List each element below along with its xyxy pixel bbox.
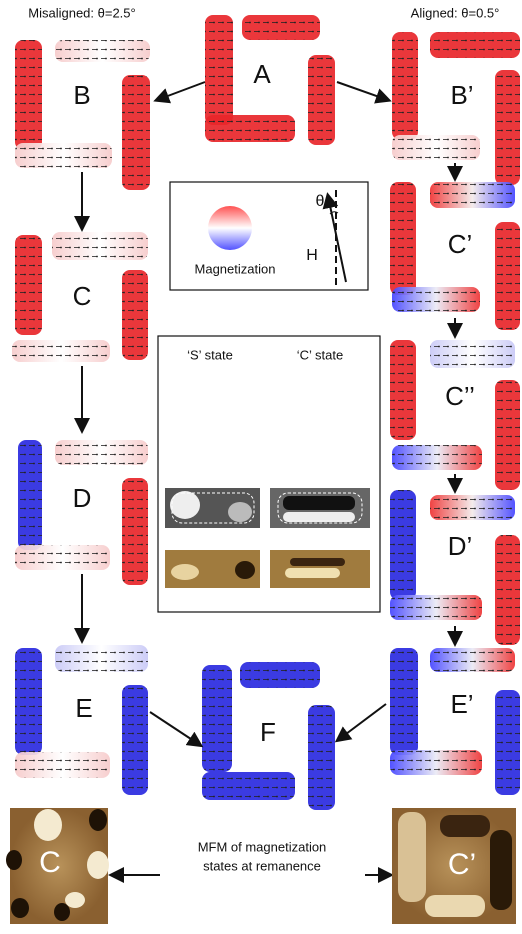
magnet-moments [392,287,480,312]
state-label: B [73,80,90,110]
inset-label: ‘C’ state [297,347,343,362]
mfm-spot [54,903,70,921]
mfm-spot [171,564,199,580]
magnet-moments [15,545,110,570]
magnet-moments [205,15,233,125]
magnet-moments [390,750,482,775]
magnet-moments [390,340,416,440]
magnet-moments [430,32,520,58]
state-label: D [73,483,92,513]
magnet-moments [15,235,42,335]
magnet-moments [308,705,335,810]
magnet-moments [205,115,295,142]
mfm-spot [11,898,29,918]
mfm-spot [235,561,255,579]
color-wheel [208,206,252,250]
mfm-panels: C C’ MFM of magnetization states at rema… [6,808,516,924]
arrow [150,712,200,745]
magnet-moments [15,648,42,755]
dark-band [283,496,355,510]
arrow [337,82,388,100]
mfm-label: C’ [448,848,476,881]
arrow [338,704,386,740]
state-label: C [73,281,92,311]
angle-label: θ [316,193,325,210]
magnet-moments [122,270,148,360]
magnet-moments [390,182,416,295]
inset-label: ‘S’ state [187,347,233,362]
magnet-moments [495,535,520,645]
magnet-moments [122,478,148,585]
figure: Misaligned: θ=2.5° Aligned: θ=0.5° A B B… [0,0,522,934]
header-left: Misaligned: θ=2.5° [28,5,135,20]
magnet-moments [495,222,520,330]
header-right: Aligned: θ=0.5° [411,5,500,20]
magnet-moments [202,772,295,800]
magnet-moments [122,75,150,190]
magnet-moments [52,232,148,260]
magnet-moments [430,340,515,368]
bright-band [283,512,355,522]
legend: Magnetization θ H [170,182,368,290]
magnet-moments [495,380,520,490]
mfm-label: C [39,846,61,879]
magnet-moments [430,182,515,208]
magnet-moments [55,645,148,672]
legend-label: Magnetization [195,261,276,276]
magnet-moments [392,32,418,140]
magnet-moments [55,440,148,465]
magnet-moments [430,495,515,520]
magnet-moments [390,595,482,620]
magnet-moments [430,648,515,672]
magnet-moments [122,685,148,795]
magnet-moments [390,648,418,755]
inset: ‘S’ state ‘C’ state [158,336,380,612]
magnet-moments [15,40,42,150]
magnet-moments [495,70,520,185]
magnet-moments [12,340,110,362]
magnet-moments [390,490,416,600]
magnet-moments [392,445,482,470]
state-label: A [253,59,271,89]
mfm-caption: MFM of magnetization [198,839,327,854]
magnet-moments [242,15,320,40]
mfm-spot [87,851,109,879]
mfm-spot [6,850,22,870]
magnet-moments [15,752,110,778]
state-label: E [75,693,92,723]
arrow [157,82,205,100]
magnet-moments [308,55,335,145]
magnet-moments [18,440,42,550]
mfm-spot [285,568,340,578]
state-label: D’ [448,531,473,561]
mfm-spot [440,815,490,837]
state-label: B’ [450,80,473,110]
bright-spot [228,502,252,522]
mfm-spot [490,830,512,910]
state-label: C’’ [445,381,475,411]
bright-spot [170,491,200,519]
mfm-spot [89,809,107,831]
magnet-moments [55,40,150,62]
field-label: H [306,247,318,264]
mfm-spot [290,558,345,566]
state-label: F [260,717,276,747]
magnet-moments [495,690,520,795]
state-label: E’ [450,689,473,719]
state-label: C’ [448,229,473,259]
magnet-moments [240,662,320,688]
mfm-caption: states at remanence [203,858,321,873]
magnet-moments [392,135,480,160]
mfm-spot [425,895,485,917]
mfm-spot [398,812,426,902]
magnet-moments [15,143,112,168]
mfm-spot [34,809,62,841]
magnet-moments [202,665,232,772]
mfm-spot [65,892,85,908]
